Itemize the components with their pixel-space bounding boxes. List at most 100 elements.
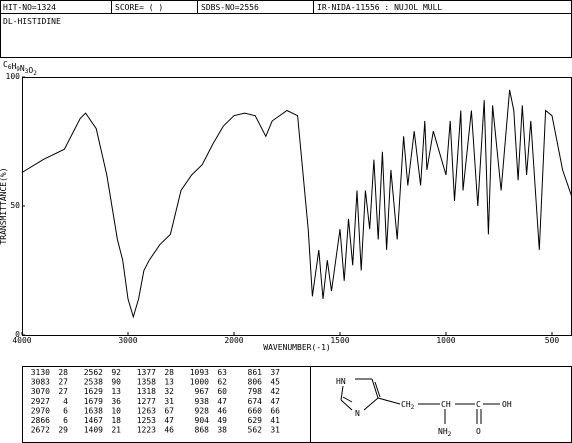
peak-wavenumber: 1377 <box>137 368 156 377</box>
peak-wavenumber: 660 <box>248 406 263 415</box>
text-part: O <box>28 66 33 75</box>
peak-transmittance: 38 <box>217 426 227 435</box>
peak-transmittance: 47 <box>217 397 227 406</box>
peak-transmittance: 36 <box>111 397 121 406</box>
atom: OH <box>502 400 512 409</box>
atom: N <box>355 409 360 418</box>
text-part: CH <box>401 400 411 409</box>
x-tick-label: 1500 <box>330 336 349 345</box>
peak-wavenumber: 806 <box>248 378 263 387</box>
method: IR-NIDA-11556 : NUJOL MULL <box>317 3 442 12</box>
x-tick-label: 1000 <box>436 336 455 345</box>
peak-wavenumber: 938 <box>195 397 210 406</box>
peak-transmittance: 13 <box>111 387 121 396</box>
y-tick-label: 100 <box>6 72 21 81</box>
text-part: H <box>11 62 16 71</box>
peak-transmittance: 47 <box>270 397 280 406</box>
x-axis-label: WAVENUMBER(-1) <box>263 343 330 352</box>
spectrum-line <box>21 89 572 319</box>
peak-wavenumber: 1638 <box>84 406 103 415</box>
text-part: NH <box>438 427 448 436</box>
peak-wavenumber: 928 <box>195 406 210 415</box>
peak-transmittance: 67 <box>164 406 174 415</box>
x-tick-label: 3000 <box>118 336 137 345</box>
subscript: 3 <box>25 68 29 75</box>
score: SCORE= ( ) <box>115 3 163 12</box>
text-part: C <box>3 60 8 69</box>
peak-wavenumber: 2672 <box>31 426 50 435</box>
peak-wavenumber: 674 <box>248 397 263 406</box>
peak-wavenumber: 562 <box>248 426 263 435</box>
peak-transmittance: 6 <box>63 406 68 415</box>
peak-wavenumber: 1467 <box>84 416 103 425</box>
peak-wavenumber: 1093 <box>190 368 209 377</box>
peak-transmittance: 31 <box>270 426 280 435</box>
peak-transmittance: 21 <box>111 426 121 435</box>
peak-wavenumber: 1223 <box>137 426 156 435</box>
peak-wavenumber: 868 <box>195 426 210 435</box>
atom: CH2 <box>401 400 415 411</box>
peak-wavenumber: 861 <box>248 368 263 377</box>
structure <box>340 378 500 424</box>
peak-wavenumber: 1253 <box>137 416 156 425</box>
peak-wavenumber: 2970 <box>31 406 50 415</box>
peak-transmittance: 92 <box>111 368 121 377</box>
peak-wavenumber: 629 <box>248 416 263 425</box>
peak-wavenumber: 1263 <box>137 406 156 415</box>
peak-wavenumber: 3130 <box>31 368 50 377</box>
peak-wavenumber: 1318 <box>137 387 156 396</box>
atom: C <box>476 400 481 409</box>
peak-wavenumber: 2927 <box>31 397 50 406</box>
peak-transmittance: 6 <box>63 416 68 425</box>
peak-transmittance: 62 <box>217 378 227 387</box>
peak-wavenumber: 2562 <box>84 368 103 377</box>
peak-transmittance: 45 <box>270 378 280 387</box>
peak-transmittance: 28 <box>58 368 68 377</box>
atom: CH <box>441 400 451 409</box>
peak-transmittance: 46 <box>164 426 174 435</box>
peak-transmittance: 32 <box>164 387 174 396</box>
peak-transmittance: 13 <box>164 378 174 387</box>
y-axis-label: TRANSMITTANCE(%) <box>0 167 8 244</box>
peak-wavenumber: 2538 <box>84 378 103 387</box>
subscript: 2 <box>411 404 415 411</box>
peak-wavenumber: 1000 <box>190 378 209 387</box>
peak-wavenumber: 1679 <box>84 397 103 406</box>
peak-wavenumber: 3083 <box>31 378 50 387</box>
peak-wavenumber: 904 <box>195 416 210 425</box>
peak-transmittance: 18 <box>111 416 121 425</box>
peak-transmittance: 31 <box>164 397 174 406</box>
peak-wavenumber: 798 <box>248 387 263 396</box>
peak-transmittance: 27 <box>58 378 68 387</box>
name-box <box>0 13 572 58</box>
atom: O <box>476 427 481 436</box>
atom: NH2 <box>438 427 452 438</box>
peak-wavenumber: 1629 <box>84 387 103 396</box>
x-tick-label: 4000 <box>12 336 31 345</box>
peak-wavenumber: 1277 <box>137 397 156 406</box>
peak-wavenumber: 2866 <box>31 416 50 425</box>
peak-wavenumber: 1358 <box>137 378 156 387</box>
peak-transmittance: 63 <box>217 368 227 377</box>
text-part: N <box>20 64 25 73</box>
peak-transmittance: 42 <box>270 387 280 396</box>
peak-transmittance: 49 <box>217 416 227 425</box>
y-tick-label: 50 <box>10 201 20 210</box>
peak-transmittance: 90 <box>111 378 121 387</box>
formula: C6H9N3O2 <box>3 60 37 77</box>
atom: HN <box>336 377 346 386</box>
peak-transmittance: 29 <box>58 426 68 435</box>
peak-wavenumber: 3070 <box>31 387 50 396</box>
y-tick-label: 0 <box>15 330 20 339</box>
peak-transmittance: 60 <box>217 387 227 396</box>
hit-no: HIT-NO=1324 <box>3 3 56 12</box>
peak-transmittance: 37 <box>270 368 280 377</box>
peak-transmittance: 27 <box>58 387 68 396</box>
peak-transmittance: 46 <box>217 406 227 415</box>
subscript: 9 <box>16 66 20 73</box>
compound-name: DL-HISTIDINE <box>3 17 61 26</box>
subscript: 2 <box>448 431 452 438</box>
header-box <box>0 0 572 14</box>
peak-transmittance: 47 <box>164 416 174 425</box>
